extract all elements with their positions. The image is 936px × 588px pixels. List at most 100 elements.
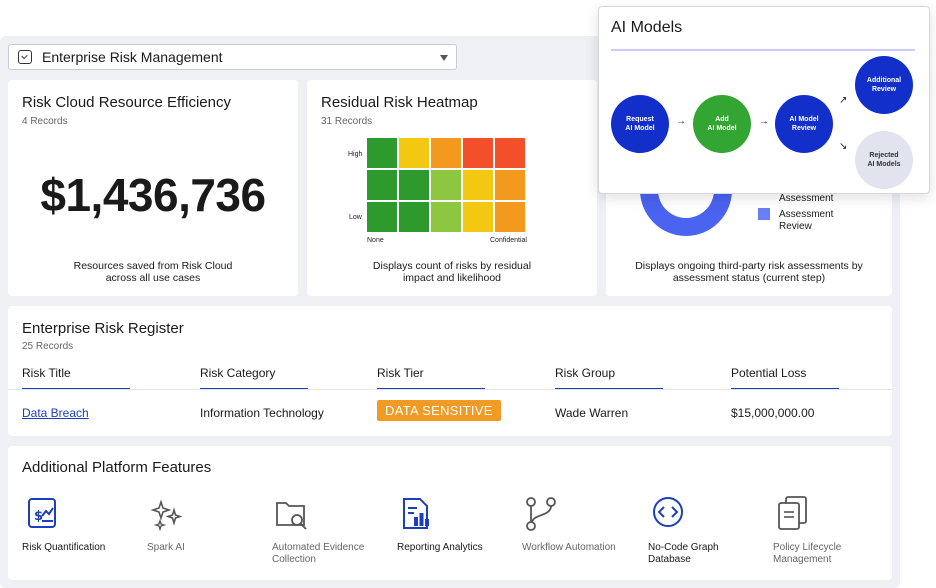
risk-category-cell: Information Technology (200, 406, 324, 420)
heatmap-cell[interactable] (399, 202, 429, 232)
heatmap-cell[interactable] (463, 202, 493, 232)
y-axis-high: High (348, 151, 363, 158)
legend-line: Review (779, 221, 812, 232)
node-label: Additional (866, 77, 902, 84)
column-header[interactable]: Risk Category (200, 366, 308, 390)
chevron-down-icon[interactable] (440, 55, 448, 61)
card-title: Enterprise Risk Register (22, 320, 184, 337)
heatmap-cell[interactable] (495, 138, 525, 168)
donut-segment (640, 190, 732, 236)
node-request-ai-model[interactable]: Request AI Model (611, 95, 669, 153)
column-label: Risk Tier (377, 366, 424, 380)
card-title: Residual Risk Heatmap (321, 94, 478, 111)
card-description: Displays ongoing third-party risk assess… (606, 260, 892, 284)
residual-risk-heatmap-card[interactable]: Residual Risk Heatmap 31 Records High Lo… (307, 80, 597, 296)
legend-label: Assessment Review (779, 209, 833, 233)
node-label: AI Model (707, 125, 737, 132)
legend-line: Assessment (779, 209, 834, 220)
heatmap-cell[interactable] (367, 170, 397, 200)
feature-label: Spark AI (147, 542, 277, 554)
records-count: 25 Records (22, 341, 74, 352)
card-description: Displays count of risks by residual impa… (307, 260, 597, 284)
column-label: Risk Category (200, 366, 276, 380)
feature-label-line: Automated Evidence (272, 542, 365, 553)
row-divider (8, 389, 892, 390)
records-count: 4 Records (22, 116, 68, 127)
node-label: AI Models (867, 161, 901, 168)
feature-label: Reporting Analytics (397, 542, 527, 554)
desc-line: Displays count of risks by residual (372, 260, 532, 272)
heatmap-cell[interactable] (495, 202, 525, 232)
heatmap-grid[interactable] (367, 138, 525, 232)
node-label: Request (626, 116, 654, 123)
card-description: Resources saved from Risk Cloud across a… (8, 260, 298, 284)
heatmap-cell[interactable] (463, 170, 493, 200)
legend-swatch (758, 208, 770, 220)
flow-arrow: → (676, 116, 686, 127)
svg-text:$: $ (34, 509, 43, 524)
node-ai-model-review[interactable]: AI Model Review (775, 95, 833, 153)
dollar-chart-icon: $ (28, 498, 56, 528)
heatmap-cell[interactable] (431, 202, 461, 232)
heatmap-cell[interactable] (463, 138, 493, 168)
platform-features-card: Additional Platform Features $ Risk Quan… (8, 446, 892, 580)
column-header[interactable]: Risk Tier (377, 366, 485, 390)
risk-title-link[interactable]: Data Breach (22, 406, 89, 420)
records-count: 31 Records (321, 116, 373, 127)
report-chart-icon (403, 498, 429, 529)
code-icon (653, 497, 683, 527)
node-label: Review (791, 125, 817, 132)
feature-label-line: Reporting Analytics (397, 542, 483, 553)
card-title: Additional Platform Features (22, 459, 212, 476)
feature-label-line: Management (773, 554, 832, 565)
x-axis-none: None (367, 237, 384, 244)
column-label: Risk Group (555, 366, 616, 380)
column-label: Risk Title (22, 366, 71, 380)
desc-line: assessment status (current step) (672, 272, 826, 284)
solution-selector-label: Enterprise Risk Management (42, 49, 223, 65)
card-title: Risk Cloud Resource Efficiency (22, 94, 231, 111)
heatmap-cell[interactable] (399, 138, 429, 168)
feature-label-line: Collection (272, 554, 316, 565)
risk-tier-badge: DATA SENSITIVE (377, 400, 501, 421)
efficiency-value: $1,436,736 (40, 169, 266, 221)
node-rejected-ai-models[interactable]: Rejected AI Models (855, 131, 913, 189)
column-header[interactable]: Risk Group (555, 366, 663, 390)
heatmap-cell[interactable] (495, 170, 525, 200)
flow-arrow-up: ↗ (839, 95, 848, 106)
heatmap-cell[interactable] (431, 170, 461, 200)
risk-group-cell: Wade Warren (555, 406, 629, 420)
node-additional-review[interactable]: Additional Review (855, 56, 913, 114)
heatmap-cell[interactable] (431, 138, 461, 168)
flow-arrow-down: ↘ (839, 141, 848, 152)
ai-models-popup[interactable]: AI Models Request AI Model → Add AI Model … (598, 6, 930, 194)
resource-efficiency-card[interactable]: Risk Cloud Resource Efficiency 4 Records… (8, 80, 298, 296)
desc-line: Resources saved from Risk Cloud (73, 260, 233, 272)
popup-divider (611, 49, 915, 51)
feature-label-line: No-Code Graph (648, 542, 719, 553)
feature-label: Workflow Automation (522, 542, 652, 554)
node-label: AI Model (789, 116, 819, 123)
heatmap-cell[interactable] (367, 138, 397, 168)
solution-selector[interactable]: Enterprise Risk Management (8, 44, 457, 70)
enterprise-risk-register-card[interactable]: Enterprise Risk Register 25 Records Risk… (8, 306, 892, 436)
feature-label: Risk Quantification (22, 542, 152, 554)
folder-search-icon (276, 502, 307, 530)
column-header[interactable]: Risk Title (22, 366, 130, 390)
heatmap-cell[interactable] (367, 202, 397, 232)
desc-line: Displays ongoing third-party risk assess… (635, 260, 863, 272)
potential-loss-cell: $15,000,000.00 (731, 406, 815, 420)
checkbox-icon (18, 50, 32, 64)
legend-label: Assessment (779, 193, 834, 204)
feature-label: Automated Evidence Collection (272, 542, 402, 566)
node-add-ai-model[interactable]: Add AI Model (693, 95, 751, 153)
flow-arrow: → (759, 116, 769, 127)
donut-chart[interactable] (634, 160, 738, 244)
node-label: Add (715, 116, 729, 123)
y-axis-low: Low (349, 214, 362, 221)
x-axis-confidential: Confidential (490, 237, 527, 244)
column-header[interactable]: Potential Loss (731, 366, 839, 390)
heatmap-cell[interactable] (399, 170, 429, 200)
documents-icon (778, 496, 807, 530)
desc-line: impact and likelihood (402, 272, 502, 284)
